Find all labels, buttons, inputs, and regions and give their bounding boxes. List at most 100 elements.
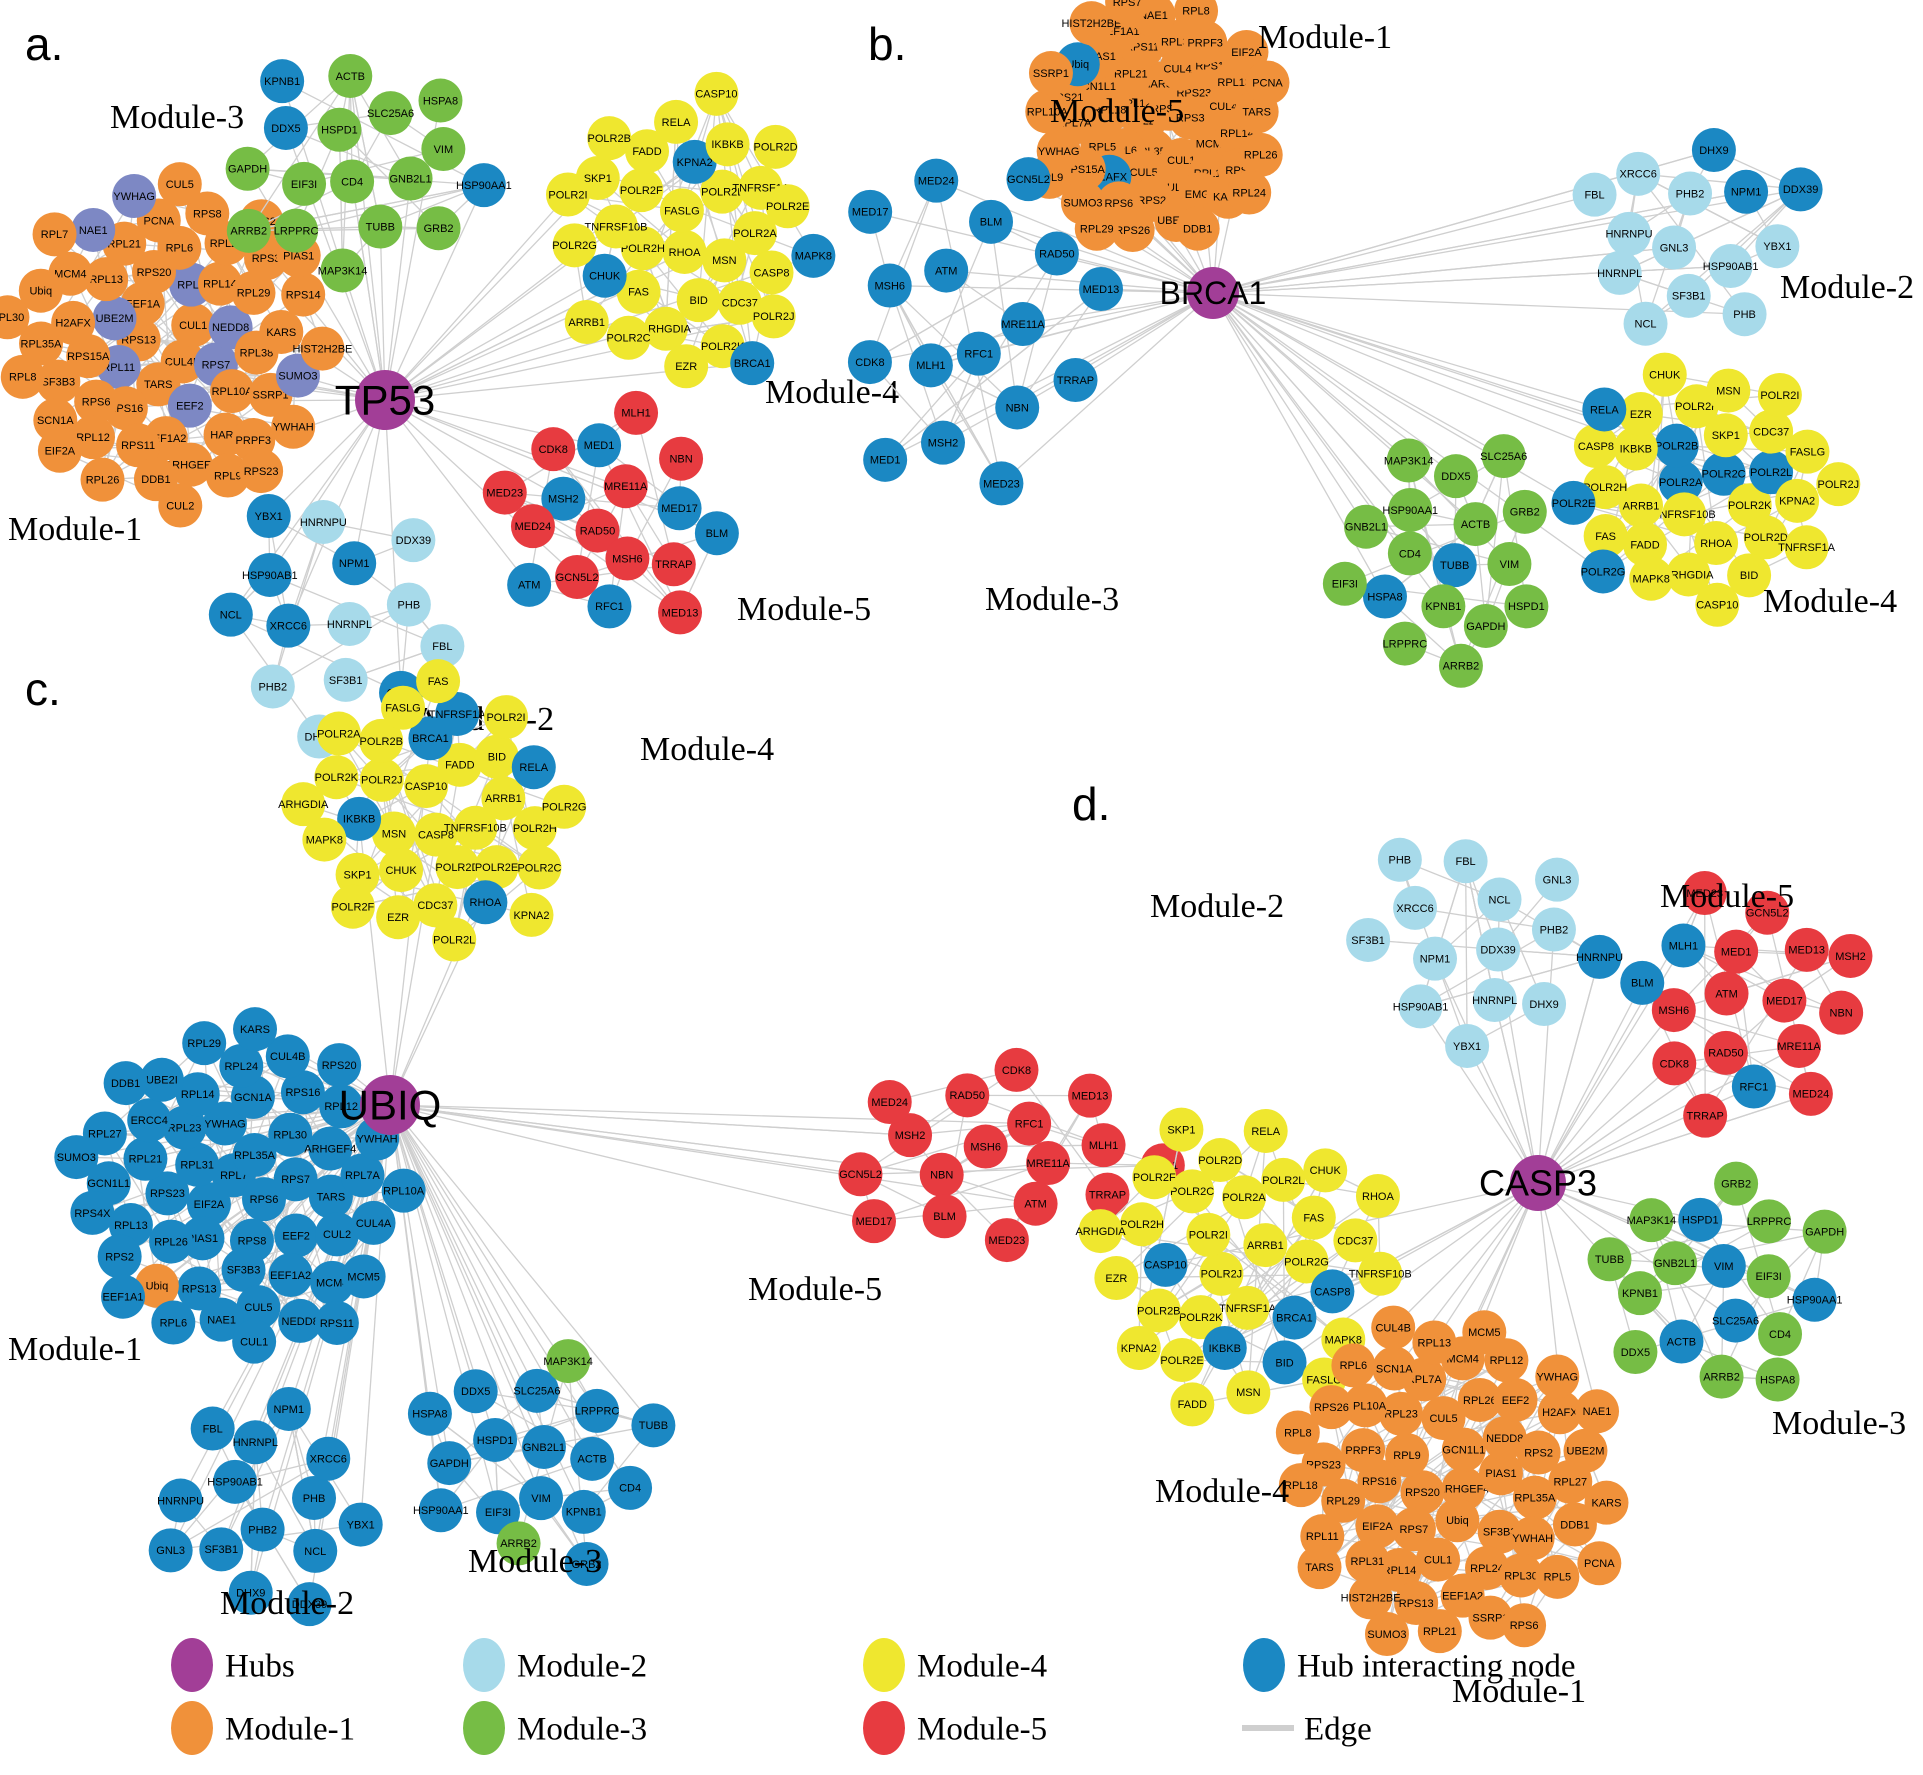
node-ARRB2[interactable] xyxy=(1699,1354,1744,1399)
node-RFC1[interactable] xyxy=(587,584,632,629)
node-RPS6[interactable] xyxy=(1502,1603,1547,1648)
node-PHB2[interactable] xyxy=(1531,907,1576,952)
node-CUL5[interactable] xyxy=(236,1285,281,1330)
node-XRCC6[interactable] xyxy=(306,1436,351,1481)
node-HSPA8[interactable] xyxy=(1362,574,1407,619)
node-NAE1[interactable] xyxy=(199,1297,244,1342)
node-MRE11A[interactable] xyxy=(1026,1141,1071,1186)
node-DDX5[interactable] xyxy=(1433,454,1478,499)
node-MED23[interactable] xyxy=(979,461,1024,506)
node-RPL10A[interactable] xyxy=(381,1168,426,1213)
node-DDX5[interactable] xyxy=(263,105,308,150)
node-HSP90AB1[interactable] xyxy=(247,552,292,597)
node-EEF2[interactable] xyxy=(1493,1377,1538,1422)
node-KPNB1[interactable] xyxy=(561,1489,606,1534)
node-KPNB1[interactable] xyxy=(1618,1271,1663,1316)
node-SLC25A6[interactable] xyxy=(1713,1298,1758,1343)
node-SF3B1[interactable] xyxy=(1666,273,1711,318)
node-RPL7[interactable] xyxy=(32,212,77,257)
node-DHX9[interactable] xyxy=(228,1570,273,1615)
node-POLR2J[interactable] xyxy=(359,757,404,802)
node-HSP90AA1[interactable] xyxy=(461,163,506,208)
node-RPS14[interactable] xyxy=(281,272,326,317)
node-ARRB2[interactable] xyxy=(226,208,271,253)
node-PIAS1[interactable] xyxy=(1478,1451,1523,1496)
node-RPL23[interactable] xyxy=(162,1105,207,1150)
node-HNRNPU[interactable] xyxy=(158,1478,203,1523)
node-YWHAH[interactable] xyxy=(271,404,316,449)
node-RHOA[interactable] xyxy=(1694,521,1739,566)
node-MAP3K14[interactable] xyxy=(320,248,365,293)
node-POLR2D[interactable] xyxy=(1198,1138,1243,1183)
node-SF3B3[interactable] xyxy=(1477,1509,1522,1554)
node-TRRAP[interactable] xyxy=(1683,1093,1728,1138)
node-RPL9[interactable] xyxy=(1385,1433,1430,1478)
node-RPS23[interactable] xyxy=(239,449,284,494)
node-CDC37[interactable] xyxy=(717,280,762,325)
node-PHB2[interactable] xyxy=(240,1507,285,1552)
node-RPS7[interactable] xyxy=(1105,0,1150,25)
node-DDB1[interactable] xyxy=(1552,1502,1597,1547)
node-ARRB2[interactable] xyxy=(496,1521,541,1566)
node-PRPF3[interactable] xyxy=(1341,1428,1386,1473)
node-KPNA2[interactable] xyxy=(509,892,554,937)
node-YBX1[interactable] xyxy=(338,1502,383,1547)
node-RPS7[interactable] xyxy=(273,1157,318,1202)
node-RPL31[interactable] xyxy=(1345,1539,1390,1584)
node-NBN[interactable] xyxy=(995,385,1040,430)
node-POLR2F[interactable] xyxy=(330,884,375,929)
node-CD4[interactable] xyxy=(330,159,375,204)
node-Ubiq[interactable] xyxy=(134,1263,179,1308)
node-IKBKB[interactable] xyxy=(1202,1325,1247,1370)
node-ARRB1[interactable] xyxy=(481,776,526,821)
node-POLR2E[interactable] xyxy=(1160,1337,1205,1382)
node-MED1[interactable] xyxy=(1714,929,1759,974)
node-PHB2[interactable] xyxy=(1668,171,1713,216)
node-NAE1[interactable] xyxy=(1575,1389,1620,1434)
node-RPL26[interactable] xyxy=(1238,132,1283,177)
node-HSP90AA1[interactable] xyxy=(418,1488,463,1533)
node-CASP8[interactable] xyxy=(413,812,458,857)
node-PHB[interactable] xyxy=(1377,837,1422,882)
node-MED17[interactable] xyxy=(1762,978,1807,1023)
node-HNRNPL[interactable] xyxy=(327,601,372,646)
node-YBX1[interactable] xyxy=(246,494,291,539)
node-SSRP1[interactable] xyxy=(1468,1595,1513,1640)
node-RPL10A[interactable] xyxy=(1343,1383,1388,1428)
node-SLC25A6[interactable] xyxy=(514,1368,559,1413)
node-RHOA[interactable] xyxy=(463,880,508,925)
node-EZR[interactable] xyxy=(1094,1255,1139,1300)
hub-node-UBIQ[interactable] xyxy=(360,1075,420,1135)
node-MRE11A[interactable] xyxy=(1000,301,1045,346)
node-CHUK[interactable] xyxy=(1303,1148,1348,1193)
node-DDX39[interactable] xyxy=(1778,167,1823,212)
node-LRPPRC[interactable] xyxy=(274,208,319,253)
node-RPL26[interactable] xyxy=(1457,1377,1502,1422)
node-HSP90AA1[interactable] xyxy=(1388,487,1433,532)
node-RPS7[interactable] xyxy=(1391,1507,1436,1552)
node-RPL29[interactable] xyxy=(1321,1478,1366,1523)
node-CASP8[interactable] xyxy=(1310,1269,1355,1314)
node-RPL8[interactable] xyxy=(1275,1410,1320,1455)
node-KARS[interactable] xyxy=(233,1007,278,1052)
node-FADD[interactable] xyxy=(437,742,482,787)
node-CDC37[interactable] xyxy=(413,883,458,928)
node-SKP1[interactable] xyxy=(1159,1107,1204,1152)
node-EEF1A2[interactable] xyxy=(268,1253,313,1298)
node-SCN1A[interactable] xyxy=(1372,1346,1417,1391)
node-POLR2D[interactable] xyxy=(435,845,480,890)
node-RPS26[interactable] xyxy=(1110,208,1155,253)
node-CHUK[interactable] xyxy=(582,253,627,298)
node-DHX9[interactable] xyxy=(1522,982,1567,1027)
node-CDK8[interactable] xyxy=(847,340,892,385)
node-GCN5L2[interactable] xyxy=(1006,157,1051,202)
node-RPL7A[interactable] xyxy=(340,1153,385,1198)
node-ACTB[interactable] xyxy=(328,53,373,98)
node-FAS[interactable] xyxy=(1583,514,1628,559)
node-SLC25A6[interactable] xyxy=(1481,434,1526,479)
node-CDK8[interactable] xyxy=(531,427,576,472)
node-SUMO3[interactable] xyxy=(1364,1612,1409,1657)
node-RELA[interactable] xyxy=(1582,387,1627,432)
node-MSH6[interactable] xyxy=(867,263,912,308)
node-POLR2A[interactable] xyxy=(1222,1175,1267,1220)
